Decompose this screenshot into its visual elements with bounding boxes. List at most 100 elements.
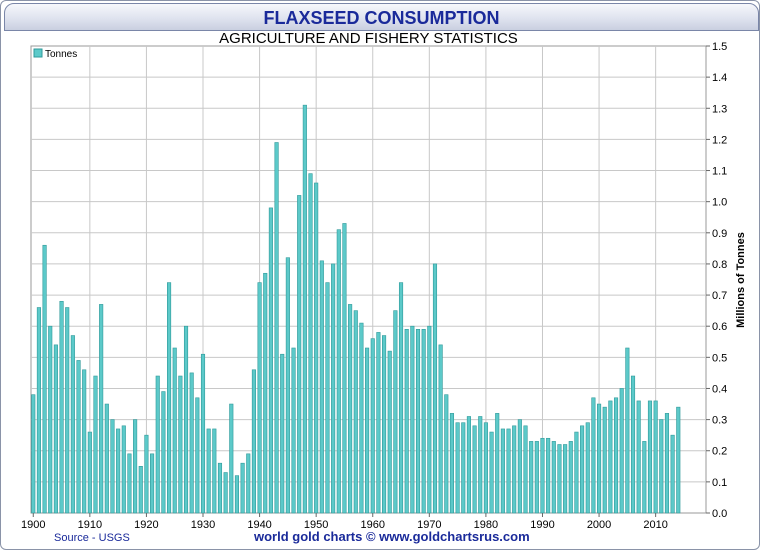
- bar-1967: [410, 325, 415, 514]
- bar-1950: [314, 182, 319, 514]
- bar-1907: [70, 335, 75, 514]
- x-tick-label: 1930: [191, 519, 215, 531]
- y-tick-label: 0.7: [712, 290, 727, 302]
- source-note: Source - USGS: [54, 532, 130, 544]
- legend-swatch: [33, 48, 43, 58]
- bar-1977: [466, 416, 471, 514]
- bar-1929: [195, 397, 200, 514]
- bar-1916: [121, 425, 126, 514]
- chart-subtitle: AGRICULTURE AND FISHERY STATISTICS: [219, 30, 518, 47]
- x-tick-label: 1940: [247, 519, 271, 531]
- bar-1937: [240, 462, 245, 514]
- bar-1960: [370, 338, 375, 514]
- bar-2006: [630, 375, 636, 514]
- bar-1924: [167, 282, 172, 514]
- bar-1931: [206, 428, 211, 514]
- bar-1942: [268, 207, 273, 514]
- y-tick-label: 1.0: [712, 197, 727, 209]
- bar-1991: [546, 437, 551, 514]
- y-tick-label: 1.3: [712, 103, 727, 115]
- bar-2007: [636, 400, 641, 514]
- x-tick-label: 2010: [643, 519, 667, 531]
- bar-1971: [432, 263, 438, 514]
- bar-series: [31, 104, 681, 514]
- bar-1948: [302, 104, 307, 514]
- legend-label: Tonnes: [45, 49, 77, 60]
- bar-1954: [336, 229, 341, 514]
- bar-1934: [223, 472, 228, 514]
- bar-1984: [506, 428, 511, 514]
- bar-1985: [512, 425, 517, 514]
- x-tick-label: 1900: [21, 519, 45, 531]
- x-tick-label: 1920: [134, 519, 158, 531]
- bar-1944: [280, 353, 285, 514]
- bar-1951: [319, 260, 324, 514]
- bar-1990: [540, 437, 545, 514]
- y-tick-label: 0.9: [712, 228, 727, 240]
- y-axis-title: Millions of Tonnes: [735, 232, 747, 328]
- bar-1983: [500, 428, 505, 514]
- chart-title: FLAXSEED CONSUMPTION: [263, 8, 500, 28]
- bar-2010: [653, 400, 658, 514]
- bar-1904: [53, 344, 58, 514]
- bar-1999: [591, 397, 596, 514]
- y-axis-ticks: 0.0 0.1 0.2 0.3 0.4 0.5 0.6 0.7 0.8 0.9 1.0 1.1 1.2 1…: [706, 41, 727, 520]
- bar-1993: [557, 444, 562, 514]
- bar-1914: [110, 419, 115, 514]
- x-tick-label: 1980: [474, 519, 498, 531]
- bar-1921: [150, 453, 155, 514]
- bar-1972: [438, 344, 443, 514]
- y-tick-label: 1.4: [712, 72, 727, 84]
- bar-1938: [246, 453, 251, 514]
- y-tick-label: 0.6: [712, 321, 727, 333]
- bar-1988: [529, 441, 534, 514]
- bar-2004: [619, 388, 624, 514]
- bar-1958: [359, 322, 364, 514]
- y-tick-label: 1.1: [712, 166, 727, 178]
- bar-2009: [647, 400, 653, 514]
- bar-1905: [59, 300, 64, 514]
- bar-1920: [144, 434, 149, 514]
- bar-1981: [489, 431, 494, 514]
- bar-1918: [133, 419, 138, 514]
- x-tick-label: 2000: [587, 519, 611, 531]
- bar-1974: [449, 413, 455, 514]
- y-tick-label: 1.2: [712, 134, 727, 146]
- x-tick-label: 1910: [78, 519, 102, 531]
- bar-2012: [664, 413, 670, 514]
- bar-1994: [563, 444, 568, 514]
- y-tick-label: 0.2: [712, 446, 727, 458]
- bar-1978: [472, 425, 477, 514]
- bar-1933: [217, 462, 223, 514]
- bar-1941: [263, 272, 268, 514]
- bar-1963: [387, 350, 392, 514]
- bar-1919: [138, 465, 143, 514]
- bar-1922: [155, 375, 160, 514]
- bar-2013: [670, 434, 675, 514]
- bar-1962: [382, 335, 387, 514]
- bar-1906: [65, 307, 70, 514]
- bar-1959: [365, 347, 370, 514]
- bar-1995: [568, 441, 573, 514]
- bar-2000: [597, 403, 602, 514]
- legend: Tonnes: [33, 48, 77, 60]
- bar-1909: [82, 369, 87, 514]
- bar-1986: [517, 419, 522, 514]
- bar-2008: [642, 441, 647, 514]
- bar-1953: [331, 263, 336, 514]
- x-tick-label: 1970: [417, 519, 441, 531]
- bar-1970: [427, 325, 432, 514]
- bar-1997: [580, 425, 585, 514]
- bar-1932: [212, 428, 217, 514]
- bar-1957: [353, 310, 358, 514]
- credit-link[interactable]: world gold charts © www.goldchartsrus.co…: [254, 529, 530, 544]
- bar-1955: [342, 223, 347, 514]
- bar-1976: [461, 422, 466, 514]
- bar-1943: [274, 142, 279, 514]
- y-tick-label: 0.1: [712, 477, 727, 489]
- bar-1925: [172, 347, 177, 514]
- bar-1900: [31, 394, 36, 514]
- bar-2002: [608, 400, 613, 514]
- bar-1910: [87, 431, 92, 514]
